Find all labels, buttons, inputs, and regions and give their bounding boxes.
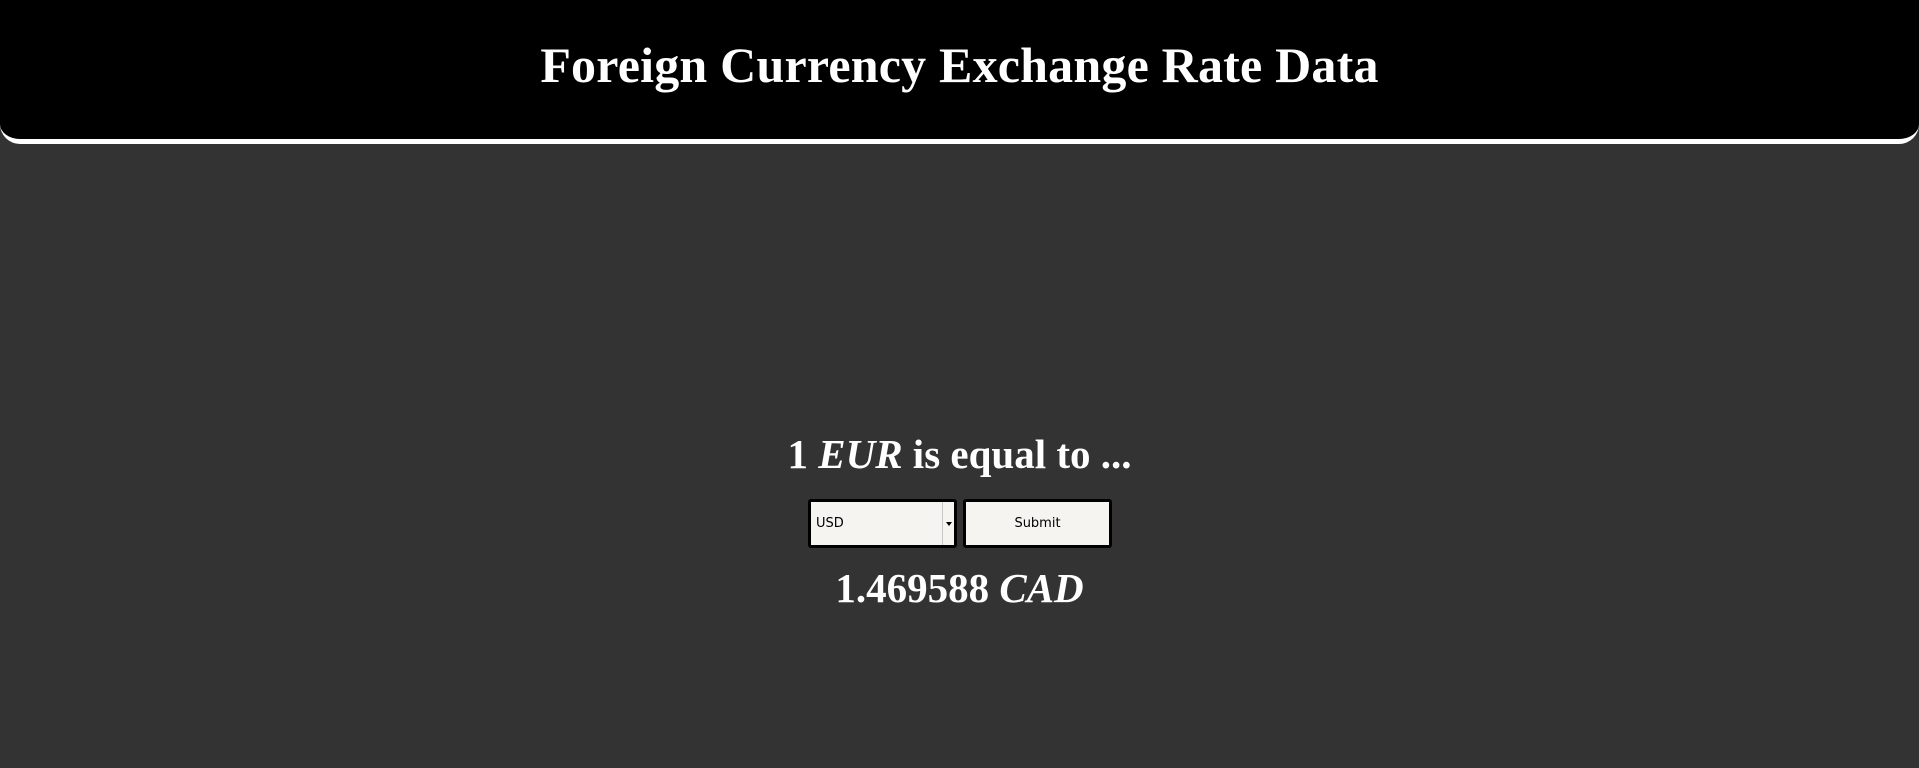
submit-button[interactable]: Submit xyxy=(963,499,1112,548)
conversion-question: 1 EUR is equal to ... xyxy=(0,430,1919,478)
page-title: Foreign Currency Exchange Rate Data xyxy=(540,37,1379,93)
page-header: Foreign Currency Exchange Rate Data xyxy=(0,0,1919,144)
question-suffix: is equal to ... xyxy=(912,431,1132,477)
conversion-form: USD Submit xyxy=(808,499,1112,548)
conversion-result: 1.469588 CAD xyxy=(0,564,1919,612)
target-currency-select[interactable]: USD xyxy=(808,499,957,548)
base-currency: EUR xyxy=(818,431,903,477)
select-arrow-button[interactable] xyxy=(942,502,954,545)
selected-currency: USD xyxy=(816,516,844,531)
result-value: 1.469588 xyxy=(835,565,990,611)
base-amount: 1 xyxy=(787,431,808,477)
converter-panel: 1 EUR is equal to ... USD Submit 1.46958… xyxy=(0,144,1919,768)
result-currency: CAD xyxy=(999,565,1084,611)
chevron-down-icon xyxy=(945,521,952,526)
